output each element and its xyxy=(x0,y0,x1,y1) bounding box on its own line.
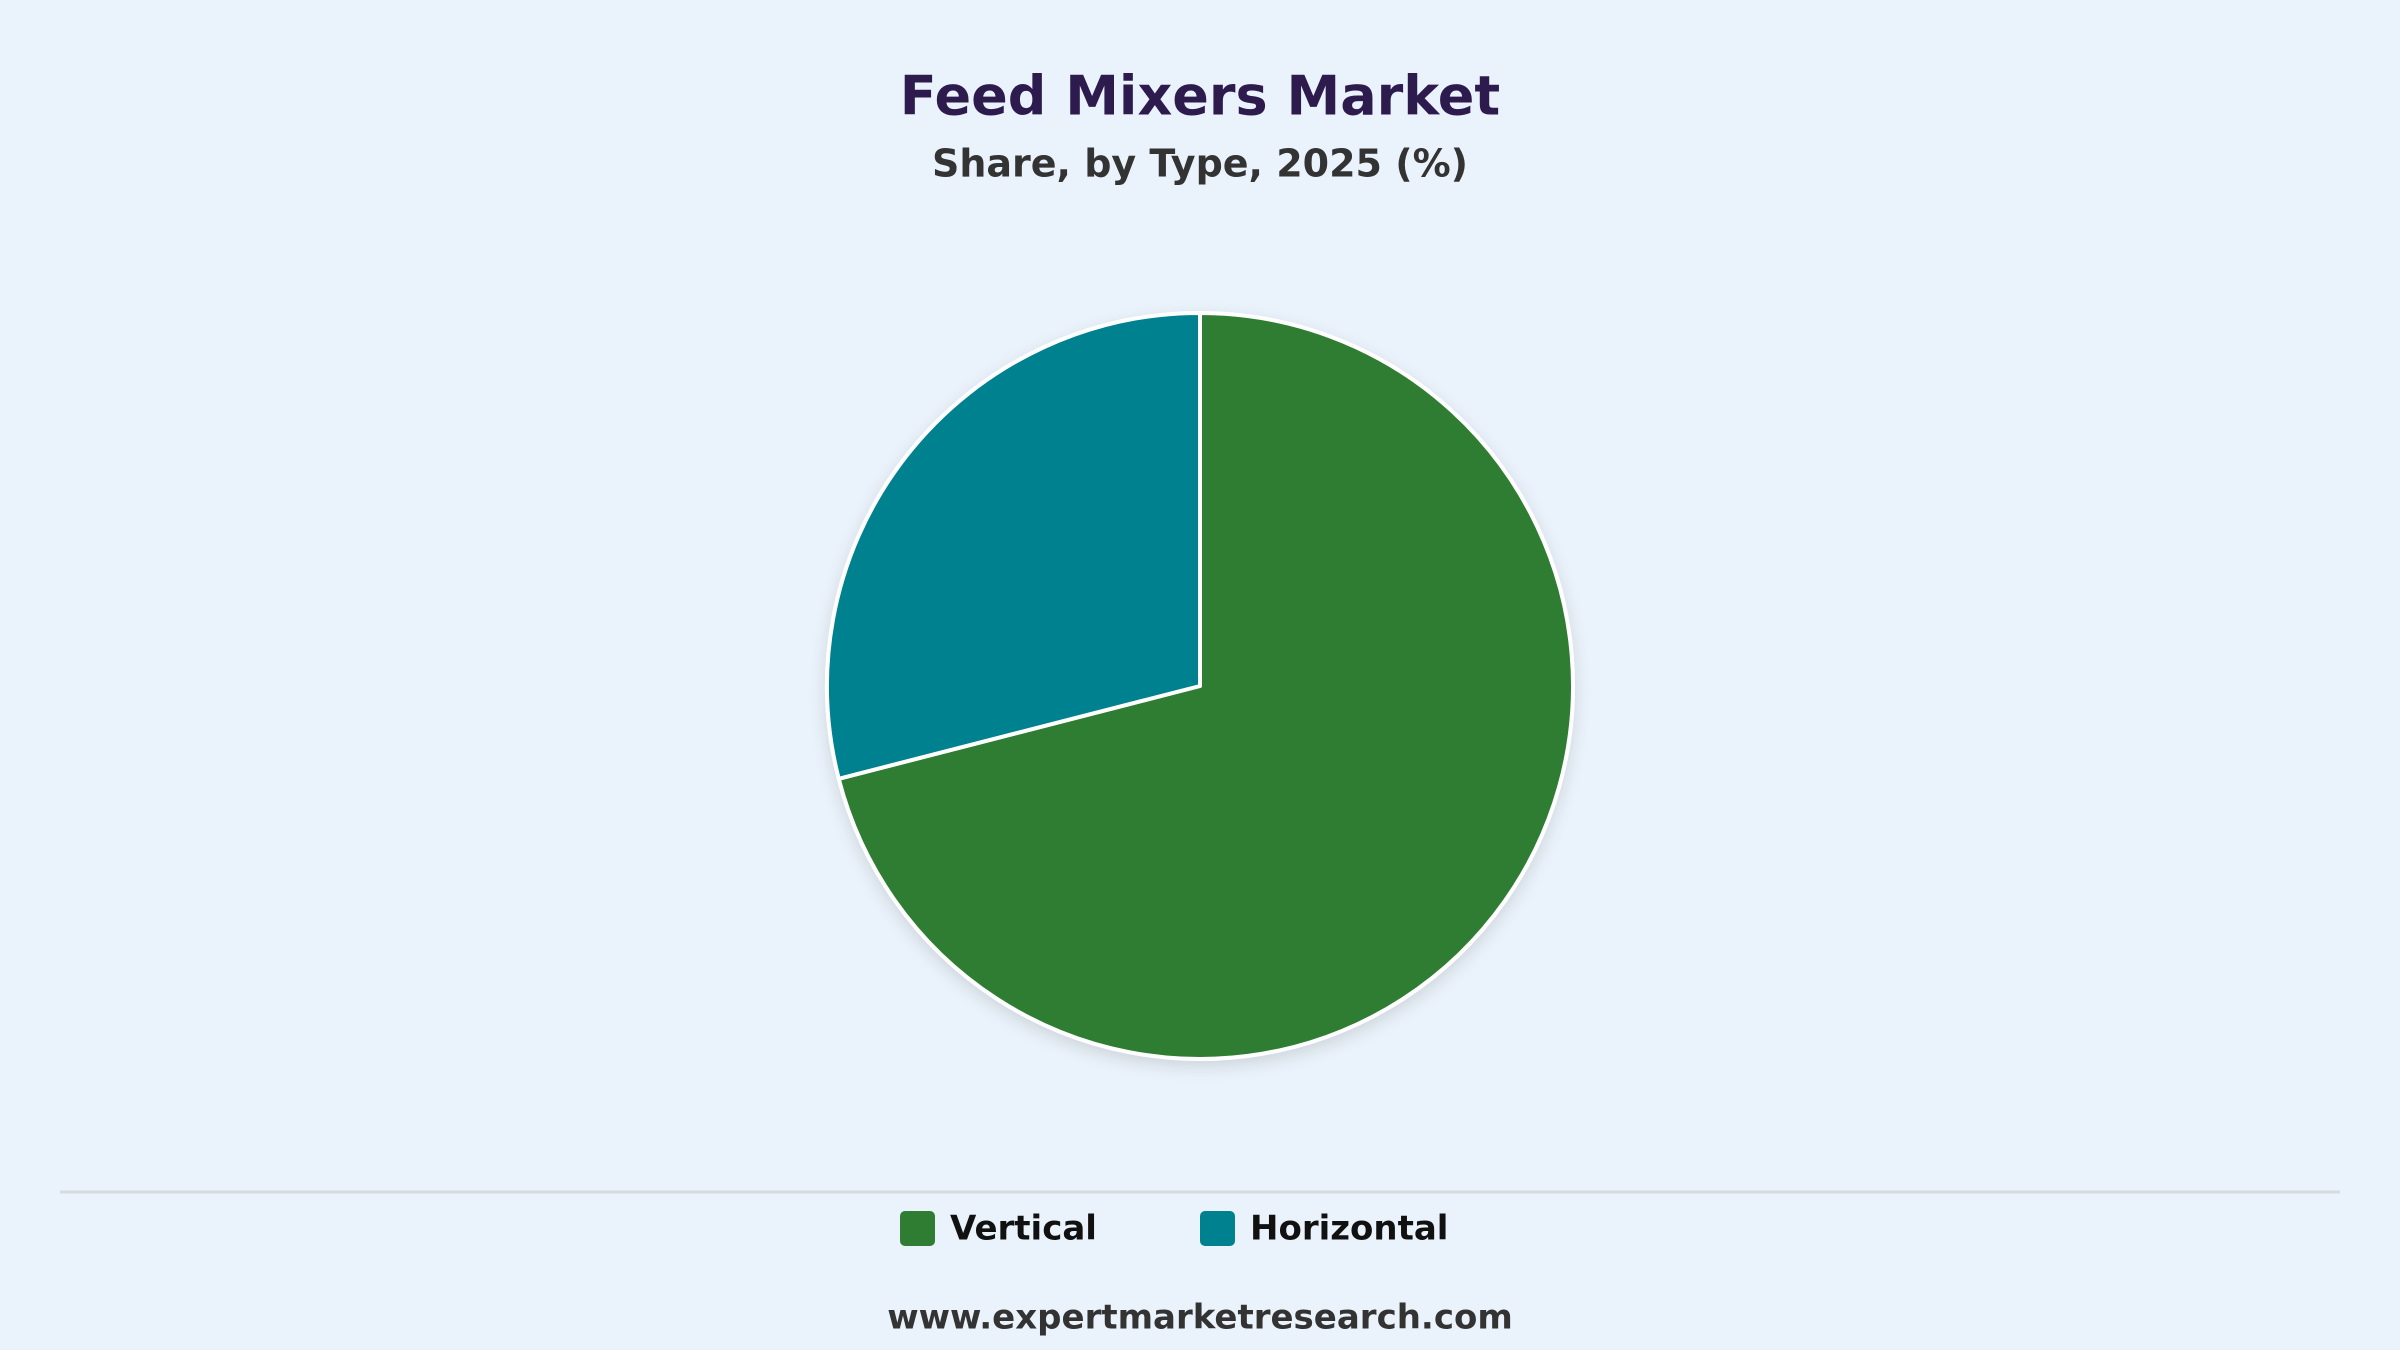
chart-title: Feed Mixers Market xyxy=(900,65,1500,128)
pie-slice xyxy=(836,311,1575,1061)
legend-label: Horizontal xyxy=(1250,1209,1448,1249)
pie-slice xyxy=(825,311,1202,781)
legend-label: Vertical xyxy=(950,1209,1097,1249)
legend-swatch xyxy=(900,1211,935,1246)
legend: Vertical Horizontal xyxy=(900,1209,1448,1249)
pie xyxy=(825,311,1575,1061)
source: www.expertmarketresearch.com xyxy=(887,1298,1513,1338)
chart-subtitle: Share, by Type, 2025 (%) xyxy=(932,142,1468,186)
legend-swatch xyxy=(1200,1211,1235,1246)
